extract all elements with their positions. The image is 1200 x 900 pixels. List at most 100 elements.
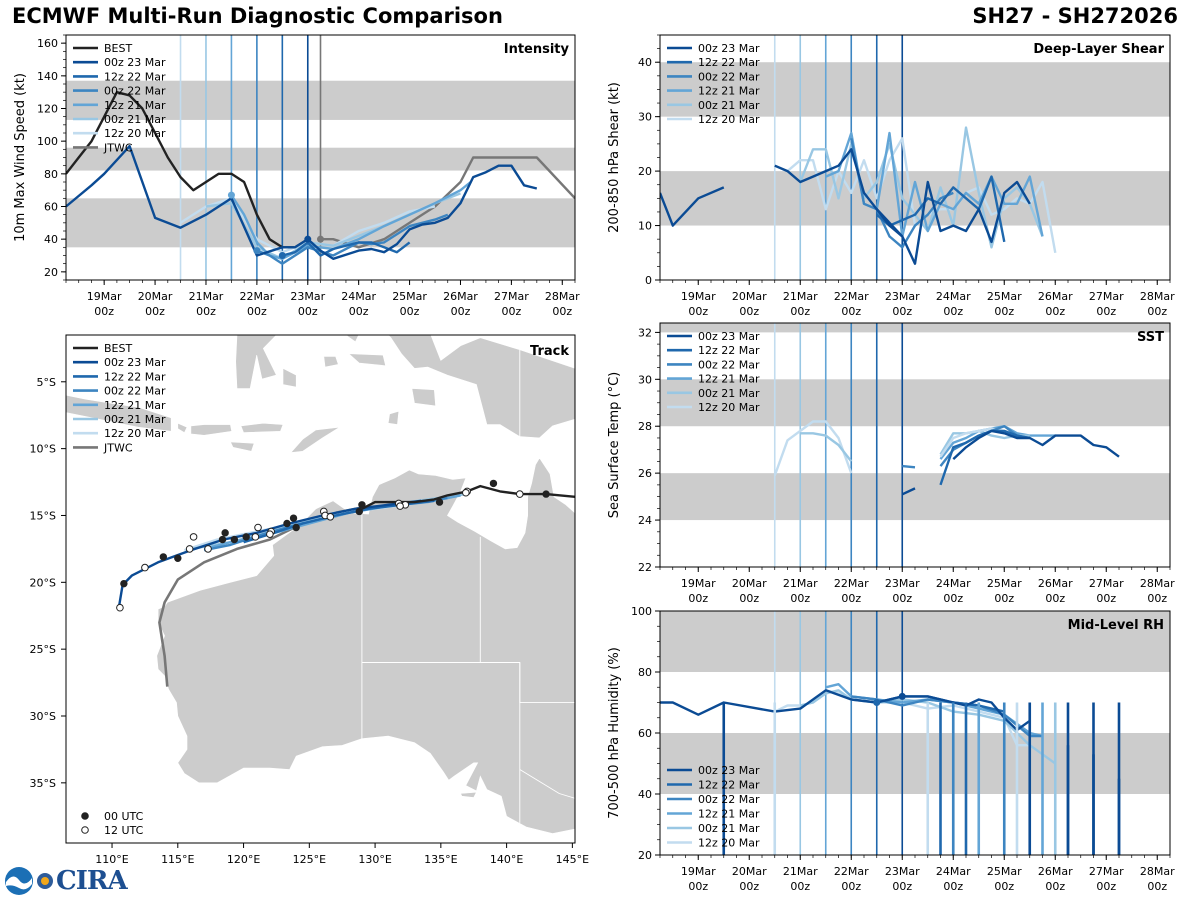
- x-tick-label: 00z: [298, 305, 318, 318]
- y-tick-label: 60: [638, 727, 652, 740]
- x-tick-label: 20Mar: [138, 290, 173, 303]
- legend-label: JTWC: [103, 141, 133, 154]
- kangaroo-island-landmass: [460, 791, 477, 798]
- y-tick-label: 15°S: [30, 509, 56, 522]
- x-tick-label: 24Mar: [936, 577, 971, 590]
- x-tick-label: 00z: [145, 305, 165, 318]
- x-tick-label: 22Mar: [239, 290, 274, 303]
- threshold-band: [660, 379, 1170, 427]
- y-axis-label: Sea Surface Temp (°C): [607, 372, 622, 519]
- track-point-00utc: [489, 479, 498, 488]
- track-point-12utc: [251, 533, 260, 541]
- legend-label: 12z 21 Mar: [698, 808, 760, 821]
- x-tick-label: 25Mar: [987, 577, 1022, 590]
- legend-label: 12z 22 Mar: [698, 344, 760, 357]
- sst-plot-area: [660, 323, 1170, 567]
- x-tick-label: 19Mar: [87, 290, 122, 303]
- noaa-icon: [5, 867, 33, 895]
- x-tick-label: 28Mar: [1140, 865, 1175, 878]
- shear-plot-area: [660, 35, 1170, 280]
- y-tick-label: 22: [638, 561, 652, 574]
- series-line-00z-23-mar: [952, 429, 1120, 460]
- series-line-00z-23-mar: [901, 487, 916, 496]
- y-tick-label: 160: [37, 37, 58, 50]
- x-tick-label: 00z: [841, 880, 861, 893]
- x-tick-label: 00z: [739, 880, 759, 893]
- init-point: [227, 191, 235, 199]
- x-tick-label: 145°E: [556, 853, 589, 866]
- x-tick-label: 26Mar: [443, 290, 478, 303]
- x-tick-label: 23Mar: [290, 290, 325, 303]
- legend-label: 12z 22 Mar: [104, 370, 166, 383]
- aru-landmass: [411, 388, 436, 407]
- x-tick-label: 00z: [349, 305, 369, 318]
- x-tick-label: 00z: [790, 592, 810, 605]
- legend-label: 00z 21 Mar: [698, 99, 760, 112]
- shear-panel: 0 10 20 30 40 19Mar 00z 20Mar 00z 21Mar 00z 22Mar 00…: [607, 34, 1175, 318]
- marker-legend-label: 00 UTC: [104, 810, 144, 823]
- y-tick-label: 30°S: [30, 710, 56, 723]
- border-qld: [480, 662, 575, 704]
- y-tick-label: 24: [638, 514, 652, 527]
- y-tick-label: 40: [638, 788, 652, 801]
- x-tick-label: 25Mar: [987, 865, 1022, 878]
- legend-label: BEST: [104, 342, 132, 355]
- x-tick-label: 27Mar: [1089, 290, 1124, 303]
- legend-label: 00z 23 Mar: [104, 356, 166, 369]
- x-tick-label: 26Mar: [1038, 290, 1073, 303]
- legend-label: 12z 21 Mar: [698, 85, 760, 98]
- legend-label: 12z 22 Mar: [698, 779, 760, 792]
- x-tick-label: 00z: [400, 305, 420, 318]
- track-point-00utc: [218, 535, 227, 544]
- x-tick-label: 120°E: [227, 853, 260, 866]
- x-tick-label: 27Mar: [494, 290, 529, 303]
- globe-icon: [37, 873, 53, 889]
- map-area: [66, 335, 575, 834]
- legend-label: 12z 21 Mar: [104, 99, 166, 112]
- y-tick-label: 40: [44, 233, 58, 246]
- threshold-band: [660, 733, 1170, 794]
- y-tick-label: 20: [44, 266, 58, 279]
- page-title: ECMWF Multi-Run Diagnostic Comparison: [12, 4, 503, 28]
- y-tick-label: 28: [638, 420, 652, 433]
- legend-label: 00z 22 Mar: [104, 85, 166, 98]
- x-tick-label: 00z: [196, 305, 216, 318]
- x-tick-label: 00z: [1045, 305, 1065, 318]
- track-point-12utc: [396, 502, 404, 510]
- threshold-band: [660, 323, 1170, 333]
- x-tick-label: 19Mar: [681, 865, 716, 878]
- storm-id: SH27 - SH272026: [972, 4, 1178, 28]
- legend-label: 00z 21 Mar: [104, 113, 166, 126]
- seram-landmass: [347, 353, 386, 367]
- x-tick-label: 27Mar: [1089, 577, 1124, 590]
- x-tick-label: 00z: [1096, 592, 1116, 605]
- series-line-00z-23-mar: [660, 180, 1031, 265]
- track-point-00utc: [289, 514, 298, 522]
- series-line-00z-23-mar: [66, 144, 538, 260]
- x-tick-label: 00z: [943, 305, 963, 318]
- init-point: [253, 247, 261, 255]
- x-tick-label: 00z: [943, 880, 963, 893]
- y-axis-label: 10m Max Wind Speed (kt): [13, 73, 28, 242]
- x-tick-label: 28Mar: [1140, 577, 1175, 590]
- track-point-00utc: [221, 529, 229, 537]
- legend-label: 00z 22 Mar: [698, 793, 760, 806]
- x-tick-label: 00z: [1045, 880, 1065, 893]
- y-tick-label: 20: [638, 165, 652, 178]
- logo-text: CIRA: [56, 866, 128, 896]
- panel-title: SST: [1137, 330, 1164, 345]
- x-tick-label: 24Mar: [341, 290, 376, 303]
- panel-title: Mid-Level RH: [1068, 618, 1164, 633]
- track-point-00utc: [358, 501, 366, 509]
- x-tick-label: 115°E: [161, 853, 194, 866]
- track-point-12utc: [204, 545, 212, 553]
- legend-label: 12z 20 Mar: [698, 837, 760, 850]
- bali-landmass: [177, 422, 188, 434]
- track-point-00utc: [120, 579, 128, 588]
- y-tick-label: 140: [37, 70, 58, 83]
- track-point-00utc: [283, 519, 291, 528]
- y-tick-label: 26: [638, 467, 652, 480]
- legend-label: 00z 23 Mar: [698, 764, 760, 777]
- y-tick-label: 30: [638, 111, 652, 124]
- island-landmass: [282, 367, 297, 388]
